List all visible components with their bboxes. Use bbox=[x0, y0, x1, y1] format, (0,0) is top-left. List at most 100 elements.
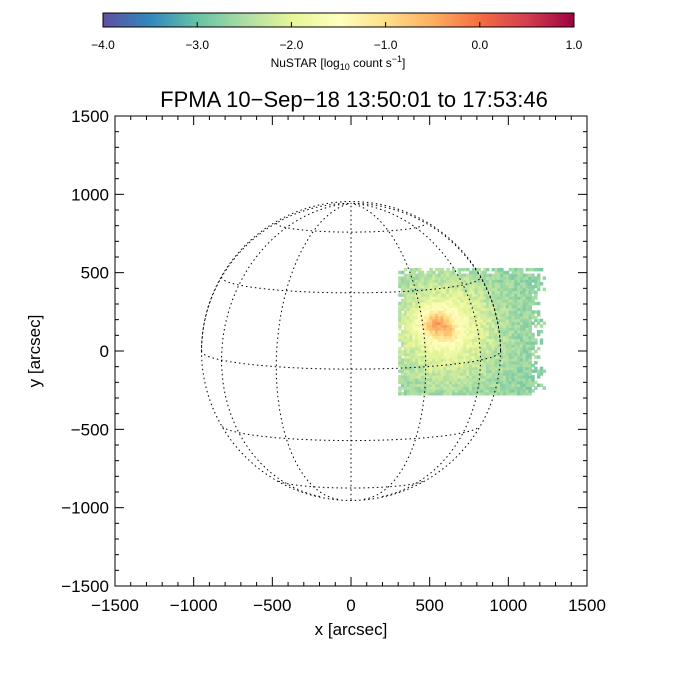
image-pixel bbox=[508, 335, 513, 340]
image-pixel bbox=[429, 298, 433, 303]
image-pixel bbox=[497, 298, 501, 303]
image-pixel bbox=[517, 279, 521, 283]
image-pixel bbox=[511, 321, 515, 325]
image-pixel bbox=[437, 361, 442, 365]
image-pixel bbox=[418, 324, 422, 328]
image-pixel bbox=[471, 335, 476, 340]
image-pixel bbox=[480, 344, 484, 348]
image-pixel bbox=[528, 386, 532, 390]
image-pixel bbox=[412, 358, 416, 362]
image-pixel bbox=[460, 318, 464, 323]
image-pixel bbox=[469, 276, 473, 280]
image-pixel bbox=[398, 284, 402, 289]
image-pixel bbox=[525, 321, 530, 325]
image-pixel bbox=[457, 363, 462, 368]
image-pixel bbox=[497, 310, 501, 314]
image-pixel bbox=[485, 358, 490, 362]
image-pixel bbox=[403, 298, 408, 303]
image-pixel bbox=[457, 296, 462, 300]
image-pixel bbox=[452, 267, 456, 272]
image-pixel bbox=[409, 330, 413, 334]
image-pixel bbox=[457, 307, 462, 311]
image-pixel bbox=[398, 380, 402, 385]
image-pixel bbox=[429, 386, 433, 390]
image-pixel bbox=[457, 386, 462, 390]
image-pixel bbox=[519, 344, 524, 348]
image-pixel bbox=[432, 338, 436, 342]
image-pixel bbox=[460, 386, 464, 390]
image-pixel bbox=[440, 296, 445, 300]
image-pixel bbox=[440, 270, 445, 275]
image-pixel bbox=[500, 293, 504, 297]
image-pixel bbox=[398, 358, 402, 362]
image-pixel bbox=[443, 386, 447, 390]
image-pixel bbox=[463, 313, 467, 317]
image-pixel bbox=[491, 392, 496, 396]
image-pixel bbox=[508, 363, 513, 368]
image-pixel bbox=[477, 344, 481, 348]
image-pixel bbox=[429, 335, 433, 340]
image-pixel bbox=[437, 307, 442, 311]
image-pixel bbox=[474, 273, 479, 278]
image-pixel bbox=[440, 287, 445, 292]
image-pixel bbox=[412, 346, 416, 351]
image-pixel bbox=[443, 301, 447, 306]
image-pixel bbox=[412, 301, 416, 306]
image-pixel bbox=[440, 330, 445, 334]
image-pixel bbox=[500, 369, 504, 373]
image-pixel bbox=[466, 315, 470, 320]
image-pixel bbox=[525, 276, 530, 280]
image-pixel bbox=[511, 349, 515, 354]
image-pixel bbox=[403, 321, 408, 325]
x-axis-label: x [arcsec] bbox=[315, 620, 388, 639]
image-pixel bbox=[460, 310, 464, 314]
image-pixel bbox=[477, 389, 481, 393]
image-pixel bbox=[471, 346, 476, 351]
image-pixel bbox=[398, 321, 402, 325]
image-pixel bbox=[491, 346, 496, 351]
image-pixel bbox=[409, 386, 413, 390]
image-pixel bbox=[401, 270, 405, 275]
image-pixel bbox=[443, 369, 447, 373]
image-pixel bbox=[519, 358, 524, 362]
image-pixel bbox=[463, 318, 467, 323]
image-pixel bbox=[505, 363, 510, 368]
image-pixel bbox=[466, 341, 470, 345]
image-pixel bbox=[534, 267, 538, 272]
image-pixel bbox=[477, 310, 481, 314]
image-pixel bbox=[437, 338, 442, 342]
image-pixel bbox=[474, 327, 479, 331]
image-pixel bbox=[517, 304, 521, 309]
image-pixel bbox=[460, 290, 464, 294]
image-pixel bbox=[488, 321, 493, 325]
image-pixel bbox=[401, 380, 405, 385]
image-pixel bbox=[528, 349, 532, 354]
image-pixel bbox=[494, 321, 498, 325]
image-pixel bbox=[469, 273, 473, 278]
image-pixel bbox=[471, 290, 476, 294]
image-pixel bbox=[508, 315, 513, 320]
image-pixel bbox=[488, 375, 493, 379]
image-pixel bbox=[443, 327, 447, 331]
image-pixel bbox=[418, 284, 422, 289]
image-pixel bbox=[494, 375, 498, 379]
image-pixel bbox=[426, 361, 430, 365]
image-pixel bbox=[514, 363, 518, 368]
image-pixel bbox=[497, 338, 501, 342]
image-pixel bbox=[508, 380, 513, 385]
image-pixel bbox=[440, 321, 445, 325]
image-pixel bbox=[429, 310, 433, 314]
image-pixel bbox=[449, 276, 453, 280]
image-pixel bbox=[446, 324, 450, 328]
image-pixel bbox=[398, 310, 402, 314]
image-pixel bbox=[497, 327, 501, 331]
image-pixel bbox=[406, 349, 411, 354]
image-pixel bbox=[514, 375, 518, 379]
image-pixel bbox=[488, 366, 493, 371]
image-pixel bbox=[519, 383, 524, 388]
image-pixel bbox=[443, 332, 447, 337]
image-pixel bbox=[517, 355, 521, 359]
image-pixel bbox=[508, 389, 513, 393]
image-pixel bbox=[519, 310, 524, 314]
image-pixel bbox=[511, 389, 515, 393]
